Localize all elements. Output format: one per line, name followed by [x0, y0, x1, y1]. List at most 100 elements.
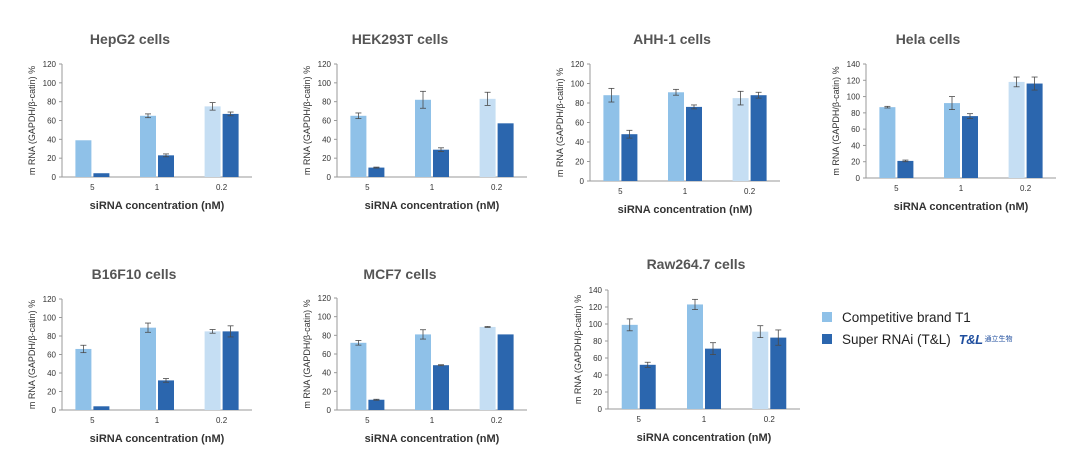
- y-tick-label: 40: [47, 369, 56, 378]
- chart-title: Hela cells: [896, 31, 961, 47]
- y-tick-label: 0: [327, 406, 332, 415]
- bar: [204, 106, 221, 177]
- y-tick-label: 100: [43, 314, 57, 323]
- y-tick-label: 100: [43, 79, 57, 88]
- bar: [962, 116, 978, 178]
- y-axis-label: m RNA (GAPDH/β-catin) %: [555, 68, 565, 177]
- chart-title: HEK293T cells: [352, 31, 449, 47]
- y-tick-label: 80: [322, 98, 331, 107]
- y-tick-label: 40: [322, 369, 331, 378]
- x-tick-label: 1: [155, 416, 160, 425]
- y-tick-label: 100: [847, 93, 861, 102]
- x-tick-label: 0.2: [744, 187, 756, 196]
- y-tick-label: 20: [322, 387, 331, 396]
- chart-panel-2: HEK293T cells 0 20 40 60 80 100 120 m RNA (GAPDH…: [302, 31, 527, 212]
- y-axis-label: m RNA (GAPDH/β-catin) %: [302, 66, 312, 175]
- bar: [668, 92, 684, 181]
- y-tick-label: 80: [851, 109, 860, 118]
- bar: [639, 364, 656, 409]
- y-tick-label: 60: [47, 351, 56, 360]
- y-tick-label: 100: [318, 313, 332, 322]
- legend-label-competitive: Competitive brand T1: [842, 309, 971, 325]
- legend-label-super: Super RNAi (T&L): [842, 331, 951, 347]
- bar: [732, 98, 749, 181]
- bar: [497, 334, 514, 410]
- chart-title: B16F10 cells: [92, 266, 177, 282]
- bar: [158, 155, 174, 177]
- y-tick-label: 120: [847, 76, 861, 85]
- y-tick-label: 60: [322, 350, 331, 359]
- y-tick-label: 120: [571, 60, 585, 69]
- y-tick-label: 20: [593, 388, 602, 397]
- x-tick-label: 0.2: [764, 415, 776, 424]
- x-tick-label: 1: [430, 183, 435, 192]
- y-tick-label: 40: [851, 141, 860, 150]
- bar: [752, 331, 769, 409]
- bar: [621, 134, 638, 181]
- x-tick-label: 0.2: [491, 183, 503, 192]
- bar: [204, 331, 221, 410]
- y-tick-label: 80: [47, 332, 56, 341]
- x-tick-label: 5: [90, 416, 95, 425]
- y-tick-label: 40: [593, 371, 602, 380]
- legend-entry-competitive: Competitive brand T1: [822, 306, 1013, 328]
- bar: [479, 326, 496, 410]
- chart-panel-1: HepG2 cells 0 20 40 60 80 100 120 m RNA (GAPDH/β…: [27, 31, 252, 212]
- bar: [75, 348, 92, 410]
- chart-panel-4: Hela cells 0 20 40 60 80 100 120 140 m RNA (GAPDH…: [831, 31, 1056, 213]
- y-tick-label: 60: [322, 117, 331, 126]
- y-axis-label: m RNA (GAPDH/β-catin) %: [27, 300, 37, 409]
- chart-panel-5: B16F10 cells 0 20 40 60 80 100 120 m RNA (GAPDH/…: [27, 266, 252, 445]
- y-axis-label: m RNA (GAPDH/β-catin) %: [831, 66, 841, 175]
- bar: [879, 107, 896, 178]
- y-tick-label: 100: [571, 80, 585, 89]
- y-tick-label: 140: [847, 60, 861, 69]
- x-axis-label: siRNA concentration (nM): [365, 200, 500, 212]
- bar: [75, 140, 92, 177]
- y-tick-label: 120: [318, 294, 332, 303]
- chart-panel-7: Raw264.7 cells 0 20 40 60 80 100 120 140 m RNA (G…: [573, 256, 800, 444]
- y-tick-label: 60: [575, 119, 584, 128]
- bar: [897, 160, 914, 178]
- x-tick-label: 0.2: [491, 416, 503, 425]
- bar: [686, 106, 702, 181]
- bar: [621, 324, 638, 409]
- y-tick-label: 0: [52, 406, 57, 415]
- bar: [603, 95, 620, 181]
- y-tick-label: 40: [47, 135, 56, 144]
- y-tick-label: 80: [575, 99, 584, 108]
- bar: [415, 334, 431, 410]
- y-tick-label: 80: [47, 98, 56, 107]
- x-tick-label: 1: [155, 183, 160, 192]
- y-tick-label: 80: [322, 331, 331, 340]
- y-tick-label: 40: [575, 138, 584, 147]
- chart-title: Raw264.7 cells: [647, 256, 746, 272]
- chart-title: AHH-1 cells: [633, 31, 711, 47]
- y-tick-label: 80: [593, 337, 602, 346]
- x-tick-label: 1: [430, 416, 435, 425]
- chart-panel-3: AHH-1 cells 0 20 40 60 80 100 120 m RNA (GAPDH/β…: [555, 31, 780, 216]
- x-axis-label: siRNA concentration (nM): [618, 204, 753, 216]
- bar: [433, 365, 449, 410]
- y-tick-label: 20: [851, 158, 860, 167]
- y-tick-label: 0: [856, 174, 861, 183]
- x-tick-label: 5: [894, 184, 899, 193]
- y-tick-label: 60: [593, 354, 602, 363]
- bar: [93, 406, 110, 410]
- chart-title: MCF7 cells: [363, 266, 436, 282]
- legend-entry-super: Super RNAi (T&L) T&L 通立生物: [822, 328, 1013, 350]
- y-tick-label: 20: [47, 154, 56, 163]
- y-axis-label: m RNA (GAPDH/β-catin) %: [302, 299, 312, 408]
- bar: [140, 327, 156, 410]
- y-tick-label: 0: [580, 177, 585, 186]
- legend-swatch-competitive: [822, 312, 832, 322]
- x-tick-label: 0.2: [1020, 184, 1032, 193]
- legend: Competitive brand T1 Super RNAi (T&L) T&…: [822, 306, 1013, 350]
- x-axis-label: siRNA concentration (nM): [365, 433, 500, 445]
- x-tick-label: 5: [365, 416, 370, 425]
- y-tick-label: 120: [318, 60, 332, 69]
- y-tick-label: 60: [851, 125, 860, 134]
- brand-logo: T&L 通立生物: [959, 332, 1013, 347]
- x-axis-label: siRNA concentration (nM): [90, 433, 225, 445]
